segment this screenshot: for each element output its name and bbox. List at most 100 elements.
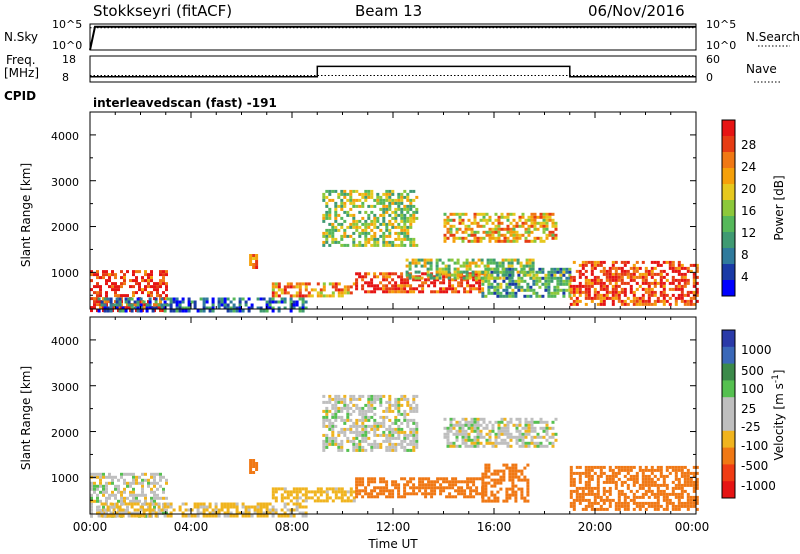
power-cell bbox=[565, 276, 569, 280]
velocity-cell bbox=[605, 495, 609, 499]
power-cell bbox=[406, 216, 410, 220]
velocity-cell bbox=[343, 397, 347, 401]
velocity-cell bbox=[325, 412, 329, 416]
velocity-cell bbox=[340, 448, 344, 452]
velocity-cell bbox=[581, 507, 585, 511]
power-cell bbox=[205, 306, 209, 310]
power-cell bbox=[498, 276, 502, 280]
power-cell bbox=[656, 263, 660, 267]
power-cell bbox=[481, 287, 485, 291]
power-cell bbox=[160, 303, 164, 307]
velocity-cell bbox=[156, 481, 159, 485]
power-cell bbox=[617, 293, 621, 297]
power-cell bbox=[517, 279, 521, 283]
velocity-cell bbox=[412, 445, 416, 449]
velocity-cell bbox=[331, 487, 335, 491]
velocity-cell bbox=[476, 426, 480, 430]
power-cell bbox=[409, 189, 413, 193]
power-cell bbox=[509, 233, 513, 237]
power-cell bbox=[578, 269, 582, 273]
power-cell bbox=[497, 239, 501, 243]
velocity-cell bbox=[99, 472, 102, 476]
velocity-cell bbox=[599, 507, 603, 511]
velocity-cell bbox=[397, 418, 401, 422]
power-cell bbox=[635, 260, 639, 264]
power-cell bbox=[112, 303, 116, 307]
velocity-cell bbox=[506, 426, 510, 430]
velocity-cell bbox=[391, 442, 395, 446]
power-cell bbox=[680, 296, 684, 300]
power-cell bbox=[255, 257, 259, 260]
velocity-cell bbox=[461, 423, 465, 427]
velocity-cell bbox=[638, 501, 642, 505]
velocity-cell bbox=[467, 420, 471, 424]
velocity-cell bbox=[521, 438, 525, 442]
velocity-cell bbox=[569, 501, 573, 505]
power-cell bbox=[162, 279, 165, 283]
velocity-cell bbox=[665, 474, 669, 478]
velocity-cell bbox=[96, 508, 99, 512]
power-cell bbox=[485, 218, 489, 222]
power-cell bbox=[531, 270, 535, 274]
power-cell bbox=[695, 293, 699, 297]
velocity-cell bbox=[433, 483, 437, 487]
power-cell bbox=[620, 281, 624, 285]
power-cell bbox=[111, 282, 114, 286]
power-cell bbox=[391, 216, 395, 220]
velocity-cell bbox=[367, 415, 371, 419]
power-cell bbox=[590, 260, 594, 264]
velocity-cell bbox=[493, 484, 497, 488]
power-cell bbox=[641, 296, 645, 300]
velocity-cell bbox=[569, 471, 573, 475]
power-cell bbox=[367, 237, 371, 241]
power-cell bbox=[565, 288, 569, 292]
power-cell bbox=[559, 270, 563, 274]
power-cell bbox=[581, 284, 585, 288]
velocity-cell bbox=[141, 484, 144, 488]
velocity-cell bbox=[524, 423, 528, 427]
velocity-cell bbox=[530, 438, 534, 442]
velocity-cell bbox=[199, 502, 203, 506]
velocity-cell bbox=[358, 412, 362, 416]
velocity-cell bbox=[596, 495, 600, 499]
velocity-cell bbox=[632, 498, 636, 502]
velocity-cell bbox=[505, 487, 509, 491]
power-cell bbox=[211, 306, 215, 310]
power-cell bbox=[367, 204, 371, 208]
velocity-cell bbox=[247, 508, 251, 512]
velocity-cell bbox=[373, 430, 377, 434]
power-cell bbox=[445, 287, 449, 291]
velocity-cell bbox=[138, 475, 141, 479]
power-cell bbox=[447, 267, 451, 271]
velocity-cell bbox=[464, 441, 468, 445]
power-cell bbox=[665, 272, 669, 276]
velocity-cell bbox=[364, 433, 368, 437]
velocity-cell bbox=[656, 477, 660, 481]
velocity-cell bbox=[223, 502, 227, 506]
power-cell bbox=[340, 189, 344, 193]
velocity-cell bbox=[331, 403, 335, 407]
power-cell bbox=[493, 270, 497, 274]
power-cell bbox=[408, 273, 412, 277]
velocity-cell bbox=[596, 492, 600, 496]
velocity-cell bbox=[370, 403, 374, 407]
velocity-cell bbox=[129, 472, 132, 476]
power-cell bbox=[361, 222, 365, 226]
velocity-cell bbox=[349, 487, 353, 491]
velocity-cell bbox=[473, 441, 477, 445]
velocity-cell bbox=[361, 436, 365, 440]
velocity-cell bbox=[533, 429, 537, 433]
velocity-cell bbox=[545, 420, 549, 424]
velocity-cell bbox=[373, 433, 377, 437]
velocity-cell bbox=[391, 492, 395, 496]
velocity-cell bbox=[130, 514, 134, 518]
power-cell bbox=[108, 273, 111, 277]
power-cell bbox=[507, 264, 511, 268]
power-cell bbox=[553, 267, 557, 271]
velocity-cell bbox=[361, 418, 365, 422]
power-cell bbox=[668, 287, 672, 291]
power-cell bbox=[373, 237, 377, 241]
velocity-cell bbox=[403, 439, 407, 443]
velocity-cell bbox=[135, 475, 138, 479]
power-cell bbox=[397, 213, 401, 217]
